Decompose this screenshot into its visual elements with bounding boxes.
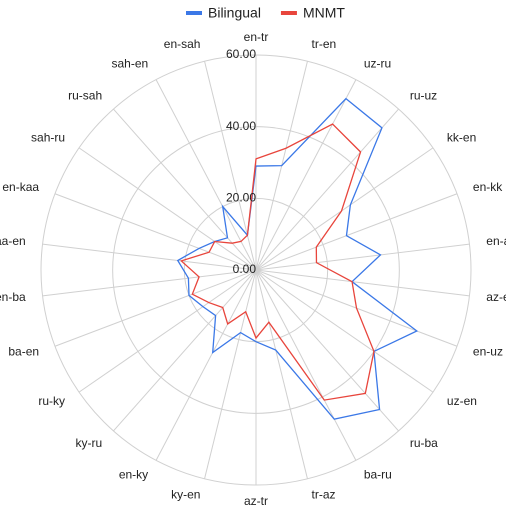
spoke bbox=[113, 269, 257, 432]
spoke bbox=[255, 243, 470, 271]
y-tick-label: 40.00 bbox=[226, 119, 256, 133]
category-label: ru-ba bbox=[410, 436, 438, 450]
spoke bbox=[255, 108, 399, 271]
spoke bbox=[54, 269, 257, 347]
legend-label: MNMT bbox=[303, 5, 345, 21]
category-label: sah-en bbox=[111, 57, 148, 71]
category-label: ru-ky bbox=[38, 394, 65, 408]
y-tick-label: 20.00 bbox=[226, 191, 256, 205]
spoke bbox=[255, 193, 458, 271]
spoke bbox=[255, 269, 470, 297]
spoke bbox=[78, 147, 257, 271]
category-label: ba-en bbox=[8, 344, 39, 358]
spoke bbox=[204, 61, 257, 271]
category-label: kk-en bbox=[447, 130, 476, 144]
category-label: tr-az bbox=[312, 487, 336, 501]
category-label: en-sah bbox=[164, 37, 201, 51]
legend-label: Bilingual bbox=[208, 5, 261, 21]
category-label: en-uz bbox=[473, 344, 503, 358]
spoke bbox=[54, 193, 257, 271]
category-label: en-ky bbox=[119, 468, 148, 482]
category-label: en-kaa bbox=[2, 180, 39, 194]
category-label: ru-sah bbox=[68, 89, 102, 103]
category-label: uz-en bbox=[447, 394, 477, 408]
category-label: sah-ru bbox=[31, 130, 65, 144]
spoke bbox=[255, 147, 434, 271]
series-line bbox=[176, 97, 419, 420]
category-label: ba-ru bbox=[364, 468, 392, 482]
y-tick-label: 60.00 bbox=[226, 47, 256, 61]
series-line bbox=[180, 123, 375, 401]
spoke bbox=[255, 269, 308, 479]
category-label: en-az bbox=[486, 234, 506, 248]
spoke bbox=[42, 243, 257, 271]
category-label: en-ba bbox=[0, 290, 26, 304]
category-label: az-en bbox=[486, 290, 506, 304]
category-label: uz-ru bbox=[364, 57, 391, 71]
category-label: en-tr bbox=[244, 30, 269, 44]
spoke bbox=[155, 79, 257, 271]
spoke bbox=[255, 269, 399, 432]
spoke bbox=[78, 269, 257, 393]
category-label: ky-ru bbox=[75, 436, 102, 450]
category-label: en-kk bbox=[473, 180, 503, 194]
spoke bbox=[204, 269, 257, 479]
category-label: tr-en bbox=[312, 37, 337, 51]
spoke bbox=[42, 269, 257, 297]
spoke bbox=[255, 269, 434, 393]
spoke bbox=[255, 79, 357, 271]
category-label: ky-en bbox=[171, 487, 200, 501]
legend-swatch bbox=[280, 11, 297, 15]
category-label: ru-uz bbox=[410, 89, 437, 103]
spoke bbox=[155, 269, 257, 461]
spoke bbox=[255, 269, 357, 461]
category-label: kaa-en bbox=[0, 234, 26, 248]
legend-swatch bbox=[186, 11, 202, 15]
category-label: az-tr bbox=[244, 494, 268, 508]
y-tick-label: 0.00 bbox=[233, 262, 257, 276]
